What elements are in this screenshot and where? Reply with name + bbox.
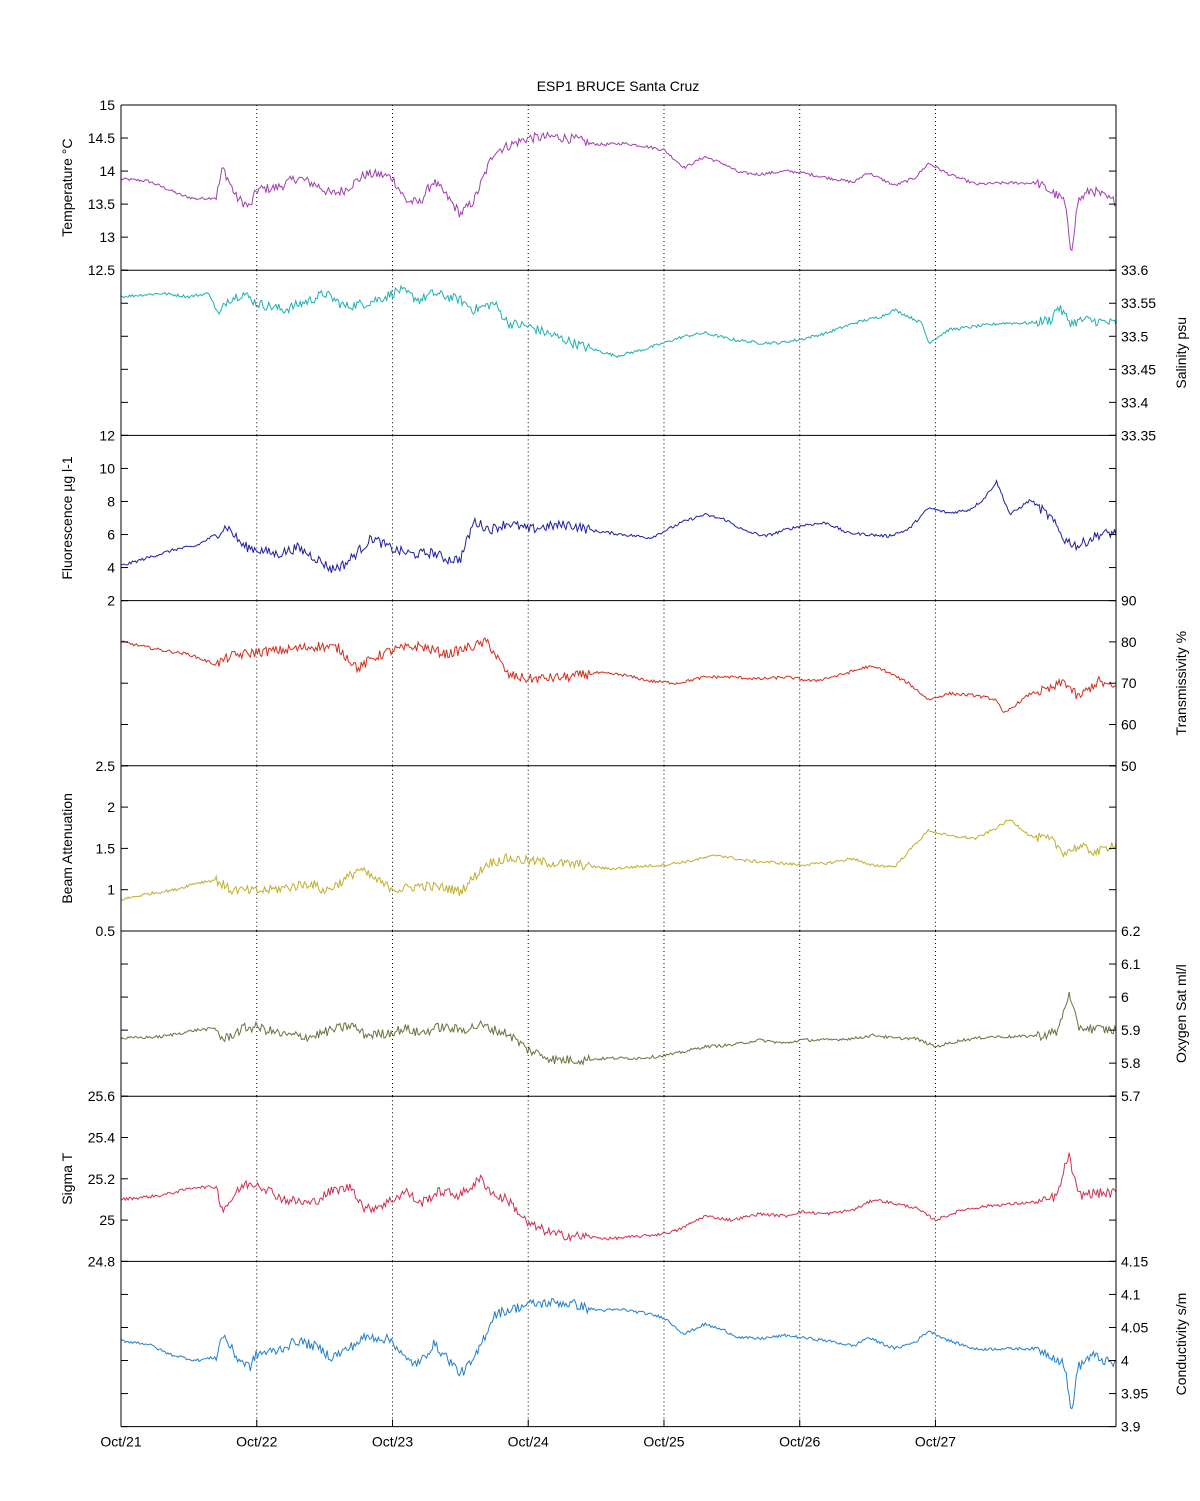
y-axis-label: Oxygen Sat ml/l <box>1173 964 1189 1063</box>
series-line-2 <box>120 479 1117 574</box>
series-line-1 <box>120 284 1117 359</box>
series-line-7 <box>120 1298 1117 1410</box>
y-tick-label: 25.6 <box>88 1088 115 1104</box>
x-tick-label: Oct/22 <box>236 1434 277 1450</box>
y-tick-label: 1 <box>107 882 115 898</box>
y-axis-label: Salinity psu <box>1173 317 1189 389</box>
y-tick-label: 33.6 <box>1121 262 1148 278</box>
y-tick-label: 25.4 <box>88 1130 115 1146</box>
y-tick-label: 4 <box>107 560 115 576</box>
y-tick-label: 6 <box>107 527 115 543</box>
y-tick-label: 6.2 <box>1121 923 1141 939</box>
y-tick-label: 60 <box>1121 717 1137 733</box>
y-tick-label: 13 <box>99 229 115 245</box>
y-tick-label: 0.5 <box>96 923 116 939</box>
x-tick-label: Oct/27 <box>915 1434 956 1450</box>
y-tick-label: 14.5 <box>88 130 115 146</box>
series-line-4 <box>120 819 1117 901</box>
y-tick-label: 10 <box>99 460 115 476</box>
y-tick-label: 1.5 <box>96 840 116 856</box>
x-tick-label: Oct/25 <box>643 1434 684 1450</box>
y-tick-label: 6.1 <box>1121 956 1141 972</box>
series-line-3 <box>120 637 1117 714</box>
y-tick-label: 33.35 <box>1121 427 1156 443</box>
y-tick-label: 4.05 <box>1121 1319 1148 1335</box>
y-tick-label: 6 <box>1121 989 1129 1005</box>
y-tick-label: 33.5 <box>1121 328 1148 344</box>
y-axis-label: Temperature °C <box>59 138 75 236</box>
y-axis-label: Conductivity s/m <box>1173 1293 1189 1396</box>
y-tick-label: 4.1 <box>1121 1286 1141 1302</box>
y-axis-label: Beam Attenuation <box>59 793 75 904</box>
y-tick-label: 4.15 <box>1121 1253 1148 1269</box>
y-tick-label: 4 <box>1121 1353 1129 1369</box>
y-tick-label: 24.8 <box>88 1253 115 1269</box>
y-tick-label: 8 <box>107 493 115 509</box>
y-tick-label: 80 <box>1121 634 1137 650</box>
series-line-6 <box>120 1152 1117 1243</box>
series-line-5 <box>120 991 1117 1067</box>
x-tick-label: Oct/24 <box>508 1434 549 1450</box>
y-tick-label: 12.5 <box>88 262 115 278</box>
y-tick-label: 3.95 <box>1121 1386 1148 1402</box>
y-tick-label: 33.4 <box>1121 394 1148 410</box>
y-tick-label: 2 <box>107 799 115 815</box>
y-tick-label: 25.2 <box>88 1171 115 1187</box>
y-tick-label: 2.5 <box>96 758 116 774</box>
y-tick-label: 13.5 <box>88 196 115 212</box>
y-tick-label: 70 <box>1121 675 1137 691</box>
y-axis-label: Sigma T <box>59 1152 75 1204</box>
y-tick-label: 5.9 <box>1121 1022 1141 1038</box>
x-tick-label: Oct/21 <box>100 1434 141 1450</box>
x-tick-label: Oct/23 <box>372 1434 413 1450</box>
y-tick-label: 33.45 <box>1121 361 1156 377</box>
y-tick-label: 50 <box>1121 758 1137 774</box>
figure-title: ESP1 BRUCE Santa Cruz <box>536 78 700 94</box>
x-tick-label: Oct/26 <box>779 1434 820 1450</box>
series-line-0 <box>120 130 1117 252</box>
y-tick-label: 90 <box>1121 593 1137 609</box>
y-tick-label: 14 <box>99 163 115 179</box>
y-tick-label: 25 <box>99 1212 115 1228</box>
y-tick-label: 5.8 <box>1121 1055 1141 1071</box>
y-tick-label: 15 <box>99 97 115 113</box>
y-tick-label: 33.55 <box>1121 295 1156 311</box>
y-tick-label: 5.7 <box>1121 1088 1141 1104</box>
y-tick-label: 12 <box>99 427 115 443</box>
y-tick-label: 2 <box>107 593 115 609</box>
y-axis-label: Transmissivity % <box>1173 631 1189 736</box>
y-axis-label: Fluorescence µg l-1 <box>59 456 75 579</box>
y-tick-label: 3.9 <box>1121 1419 1141 1435</box>
